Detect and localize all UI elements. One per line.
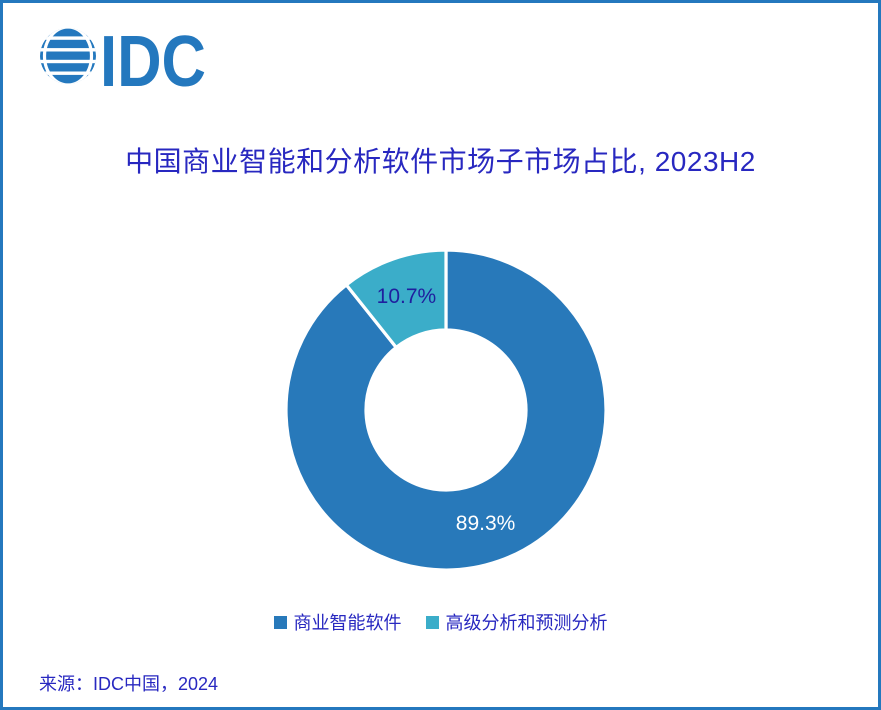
slice-data-label-0: 89.3% — [456, 512, 516, 535]
chart-legend: 商业智能软件 高级分析和预测分析 — [3, 609, 878, 635]
legend-swatch-icon — [425, 615, 439, 629]
idc-globe-stripes-icon — [40, 28, 96, 84]
legend-label: 商业智能软件 — [293, 613, 402, 633]
slice-data-label-1: 10.7% — [377, 285, 437, 308]
legend-label: 高级分析和预测分析 — [445, 613, 608, 633]
legend-item-0: 商业智能软件 — [273, 609, 402, 635]
donut-chart: 89.3% 10.7% — [284, 248, 608, 572]
donut-slice-1 — [344, 248, 448, 350]
idc-logo-text: IDC — [100, 23, 206, 93]
legend-item-1: 高级分析和预测分析 — [425, 609, 608, 635]
chart-title: 中国商业智能和分析软件市场子市场占比, 2023H2 — [125, 146, 756, 177]
idc-logo: IDC — [40, 23, 206, 93]
source-note: 来源：IDC中国，2024 — [39, 674, 219, 694]
donut-slice-0 — [284, 248, 608, 572]
legend-swatch-icon — [273, 615, 287, 629]
donut-chart-area: 89.3% 10.7% — [246, 210, 646, 610]
